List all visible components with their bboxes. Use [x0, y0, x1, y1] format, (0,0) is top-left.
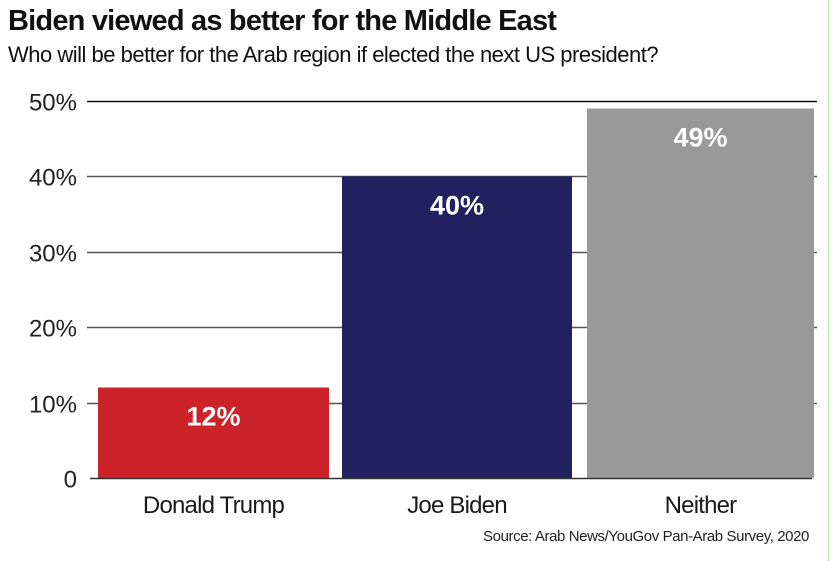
- chart-title: Biden viewed as better for the Middle Ea…: [8, 5, 557, 37]
- source-note: Source: Arab News/YouGov Pan-Arab Survey…: [483, 528, 809, 545]
- y-tick-label: 40%: [29, 165, 77, 192]
- chart-subtitle: Who will be better for the Arab region i…: [8, 42, 659, 67]
- x-tick-label: Joe Biden: [407, 492, 507, 519]
- y-tick-label: 30%: [29, 241, 77, 268]
- y-tick-label: 20%: [29, 316, 77, 343]
- y-tick-label: 10%: [29, 392, 77, 419]
- y-axis-ticks: 0 10% 20% 30% 40% 50%: [29, 90, 77, 494]
- data-label: 49%: [673, 123, 727, 153]
- data-labels: 12% 40% 49%: [186, 123, 727, 432]
- bar: [587, 108, 814, 478]
- bar: [342, 176, 572, 478]
- bar: [98, 387, 329, 478]
- x-tick-label: Neither: [665, 492, 738, 519]
- y-tick-label: 0: [64, 467, 77, 494]
- x-tick-label: Donald Trump: [143, 492, 285, 519]
- data-label: 12%: [186, 402, 240, 432]
- data-label: 40%: [430, 190, 484, 220]
- edge-border: [828, 0, 829, 561]
- bars: [98, 108, 814, 478]
- x-axis-labels: Donald Trump Joe Biden Neither: [143, 492, 738, 519]
- y-tick-label: 50%: [29, 90, 77, 117]
